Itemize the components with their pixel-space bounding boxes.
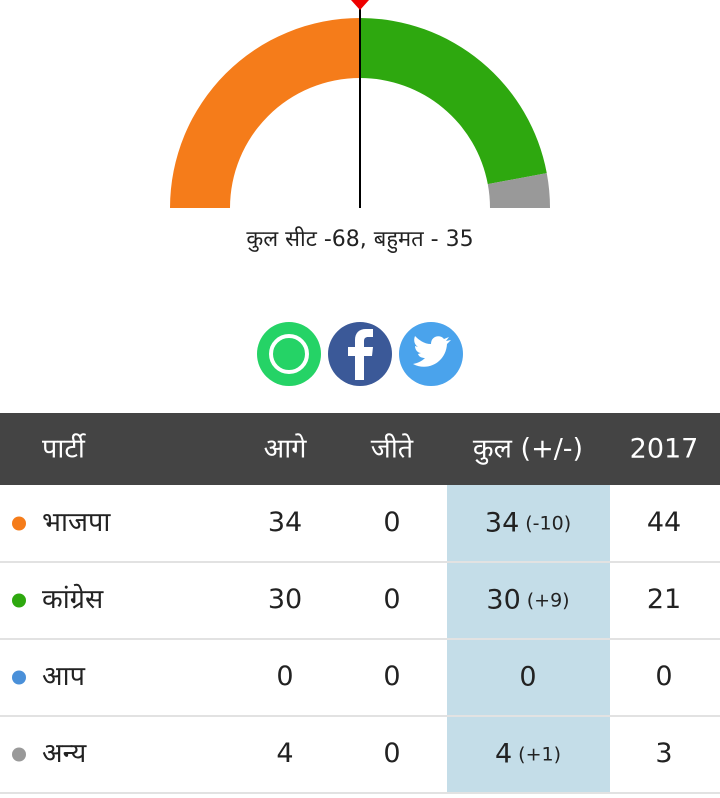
column-header: जीते: [371, 433, 414, 465]
column-header: पार्टी: [42, 433, 87, 465]
gauge-caption: कुल सीट -68, बहुमत - 35: [246, 226, 473, 253]
total-value: 0: [519, 661, 536, 692]
leading-cell: 0: [276, 661, 293, 692]
total-cell: 34 (-10): [485, 507, 571, 538]
leading-cell: 30: [268, 584, 302, 615]
gauge-segment: [170, 18, 360, 208]
party-dot: [12, 593, 26, 608]
party-name: भाजपा: [42, 507, 111, 538]
total-change: (+9): [527, 589, 570, 611]
total-cell: 4 (+1): [495, 738, 561, 769]
gauge: [170, 0, 551, 208]
total-cell: 30 (+9): [486, 584, 569, 615]
table-header: [0, 413, 720, 485]
prev-cell: 44: [647, 507, 681, 538]
prev-cell: 0: [655, 661, 672, 692]
column-header: कुल (+/-): [473, 434, 583, 466]
facebook-glyph: [348, 329, 373, 380]
total-change: (-10): [525, 512, 571, 534]
share-icons: [257, 322, 463, 386]
total-value: 34: [485, 507, 519, 538]
gauge-segment: [487, 173, 551, 208]
total-change: (+1): [518, 743, 561, 765]
won-cell: 0: [383, 661, 400, 692]
party-dot: [12, 747, 26, 762]
majority-pointer: [351, 0, 369, 10]
total-cell: 0: [519, 661, 536, 692]
total-value: 30: [486, 584, 520, 615]
party-dot: [12, 670, 26, 685]
won-cell: 0: [383, 738, 400, 769]
party-name: कांग्रेस: [42, 583, 104, 615]
leading-cell: 4: [276, 738, 293, 769]
total-value: 4: [495, 738, 512, 769]
party-dot: [12, 516, 26, 531]
prev-cell: 21: [647, 584, 681, 615]
whatsapp-icon[interactable]: [257, 322, 321, 386]
won-cell: 0: [383, 507, 400, 538]
column-header: आगे: [264, 433, 308, 465]
won-cell: 0: [383, 584, 400, 615]
party-name: अन्य: [42, 738, 88, 769]
gauge-segment: [360, 18, 547, 185]
prev-cell: 3: [655, 738, 672, 769]
whatsapp-glyph: [269, 334, 309, 374]
twitter-glyph: [413, 336, 451, 367]
column-header: 2017: [630, 434, 699, 465]
leading-cell: 34: [268, 507, 302, 538]
party-name: आप: [42, 661, 86, 692]
